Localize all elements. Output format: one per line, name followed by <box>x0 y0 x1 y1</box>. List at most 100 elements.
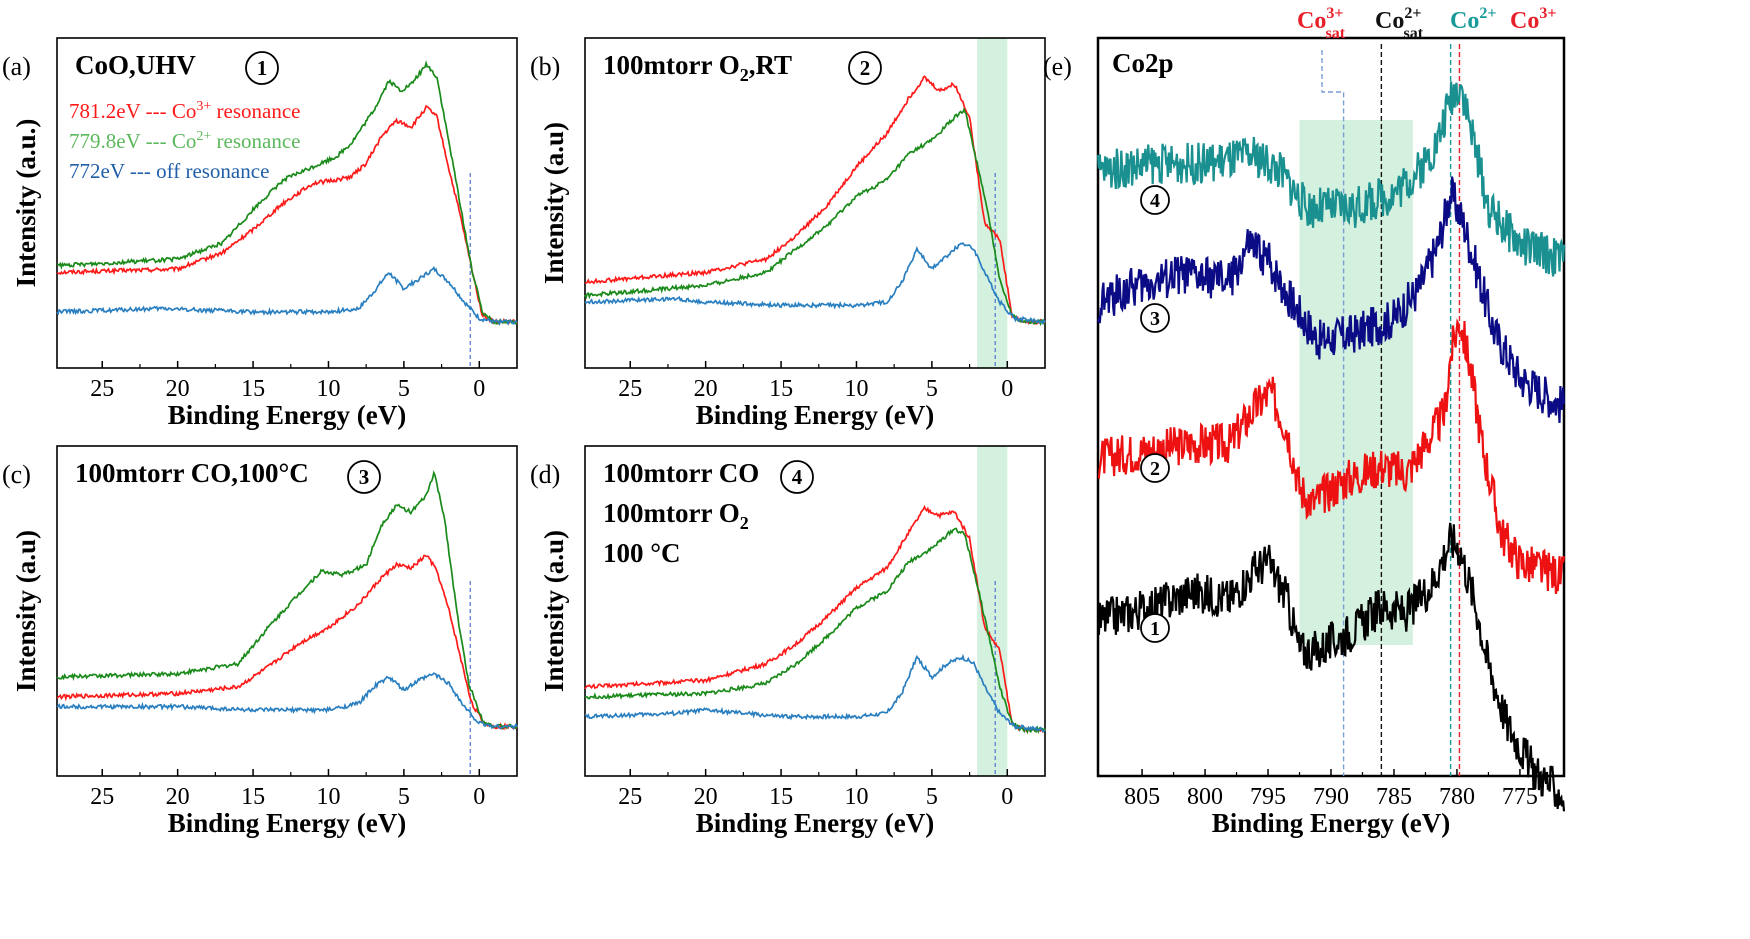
panel-title-line1: 100mtorr CO <box>603 458 759 488</box>
x-tick-label: 5 <box>926 784 938 810</box>
series-number-circle <box>1140 185 1170 215</box>
panel-title: 100mtorr O2,RT <box>603 50 792 85</box>
panel-title-line3: 100 °C <box>603 538 681 568</box>
legend-energy: 772eV --- <box>69 159 156 183</box>
panel-letter: (c) <box>2 460 31 489</box>
legend-sup: 2+ <box>196 129 211 144</box>
series-number-label: 4 <box>1150 190 1160 212</box>
legend-energy: 779.8eV --- <box>69 129 172 153</box>
x-tick-label: 775 <box>1502 784 1538 810</box>
x-tick-label: 15 <box>769 376 793 402</box>
plot-frame <box>56 37 518 369</box>
series-number-label: 2 <box>1150 458 1160 480</box>
peak-label-base: Co <box>1510 8 1539 34</box>
series-line <box>1097 318 1566 594</box>
condition-number-circle <box>848 51 882 85</box>
x-tick-label: 780 <box>1439 784 1475 810</box>
plot-frame <box>584 37 1046 369</box>
panel-letter: (b) <box>530 52 560 81</box>
series-line <box>56 104 518 326</box>
series-line <box>584 504 1046 734</box>
series-line <box>1096 522 1566 812</box>
condition-number-circle <box>780 460 814 494</box>
x-tick-label: 10 <box>316 376 340 402</box>
x-tick-label: 0 <box>1001 784 1013 810</box>
peak-label-sup: 3+ <box>1539 5 1556 22</box>
panel-letter: (d) <box>530 460 560 489</box>
series-number-circle <box>1140 303 1170 333</box>
x-axis-label: Binding Energy (eV) <box>696 808 935 838</box>
series-number-circle <box>1140 613 1170 643</box>
x-tick-label: 795 <box>1250 784 1286 810</box>
condition-number-label: 1 <box>257 56 268 80</box>
legend-species: Co <box>172 99 197 123</box>
x-tick-label: 0 <box>473 376 485 402</box>
series-number-label: 3 <box>1150 308 1160 330</box>
x-tick-label: 800 <box>1187 784 1223 810</box>
plot-frame <box>584 445 1046 777</box>
title-part: 100mtorr O <box>603 50 740 80</box>
panel-title: Co2p <box>1112 48 1174 78</box>
series-line <box>584 106 1046 327</box>
legend-species: Co <box>172 129 197 153</box>
y-axis-label: Intensity (a.u) <box>539 530 569 692</box>
x-tick-label: 10 <box>316 784 340 810</box>
series-number-label: 1 <box>1150 618 1160 640</box>
peak-label-sub: sat <box>1325 25 1345 42</box>
peak-label-sup: 2+ <box>1404 5 1421 22</box>
x-axis-label: Binding Energy (eV) <box>696 400 935 430</box>
y-axis-label: Intensity (a.u.) <box>11 119 41 288</box>
panel-title-line2: 100mtorr O2 <box>603 498 749 533</box>
series-number-circle <box>1140 453 1170 483</box>
panel-c: 25 20 15 10 5 0 Binding Energy (eV) Intensity (… <box>2 445 518 838</box>
plot-frame <box>56 445 518 777</box>
title-sub: 2 <box>740 513 749 533</box>
legend-species: off resonance <box>156 159 269 183</box>
x-tick-label: 5 <box>398 784 410 810</box>
series-line <box>584 527 1046 735</box>
y-axis-label: Intensity (a.u) <box>539 122 569 284</box>
panel-title: 100mtorr CO,100°C <box>75 458 309 488</box>
legend-tail: resonance <box>211 129 300 153</box>
legend-entry: 781.2eV --- Co3+ resonance <box>69 99 300 123</box>
condition-number-label: 2 <box>860 56 871 80</box>
condition-number-circle <box>347 460 381 494</box>
peak-marker-label: Co2+ <box>1450 5 1496 34</box>
x-tick-label: 20 <box>166 376 190 402</box>
x-tick-label: 25 <box>90 784 114 810</box>
peak-marker-label: Co2+ sat <box>1375 5 1424 42</box>
series-line <box>56 672 518 731</box>
series-line <box>56 265 518 326</box>
panel-d: 25 20 15 10 5 0 Binding Energy (eV) Intensity (… <box>530 445 1046 838</box>
x-tick-label: 25 <box>618 376 642 402</box>
series-line <box>584 242 1046 326</box>
x-tick-label: 15 <box>241 376 265 402</box>
x-tick-label: 20 <box>694 784 718 810</box>
panel-e: 805 800 795 790 785 780 775 Binding Energy (eV)… <box>1043 5 1566 838</box>
peak-label-sub: sat <box>1403 25 1423 42</box>
x-tick-label: 5 <box>398 376 410 402</box>
x-tick-label: 10 <box>844 376 868 402</box>
series-line <box>56 554 518 731</box>
x-tick-label: 10 <box>844 784 868 810</box>
x-tick-label: 785 <box>1376 784 1412 810</box>
peak-marker-label: Co3+ <box>1510 5 1556 34</box>
x-tick-label: 15 <box>769 784 793 810</box>
peak-label-sup: 3+ <box>1326 5 1343 22</box>
x-tick-label: 20 <box>166 784 190 810</box>
panel-letter: (a) <box>2 52 31 81</box>
x-tick-label: 25 <box>618 784 642 810</box>
legend-entry: 779.8eV --- Co2+ resonance <box>69 129 300 153</box>
series-line <box>1096 81 1566 277</box>
x-axis-label: Binding Energy (eV) <box>168 400 407 430</box>
legend-entry: 772eV --- off resonance <box>69 159 269 183</box>
panel-title: CoO,UHV <box>75 50 196 80</box>
panel-letter: (e) <box>1043 52 1072 81</box>
x-tick-label: 0 <box>1001 376 1013 402</box>
condition-number-label: 3 <box>359 465 370 489</box>
series-line <box>56 60 518 325</box>
legend-energy: 781.2eV --- <box>69 99 172 123</box>
peak-label-sup: 2+ <box>1479 5 1496 22</box>
